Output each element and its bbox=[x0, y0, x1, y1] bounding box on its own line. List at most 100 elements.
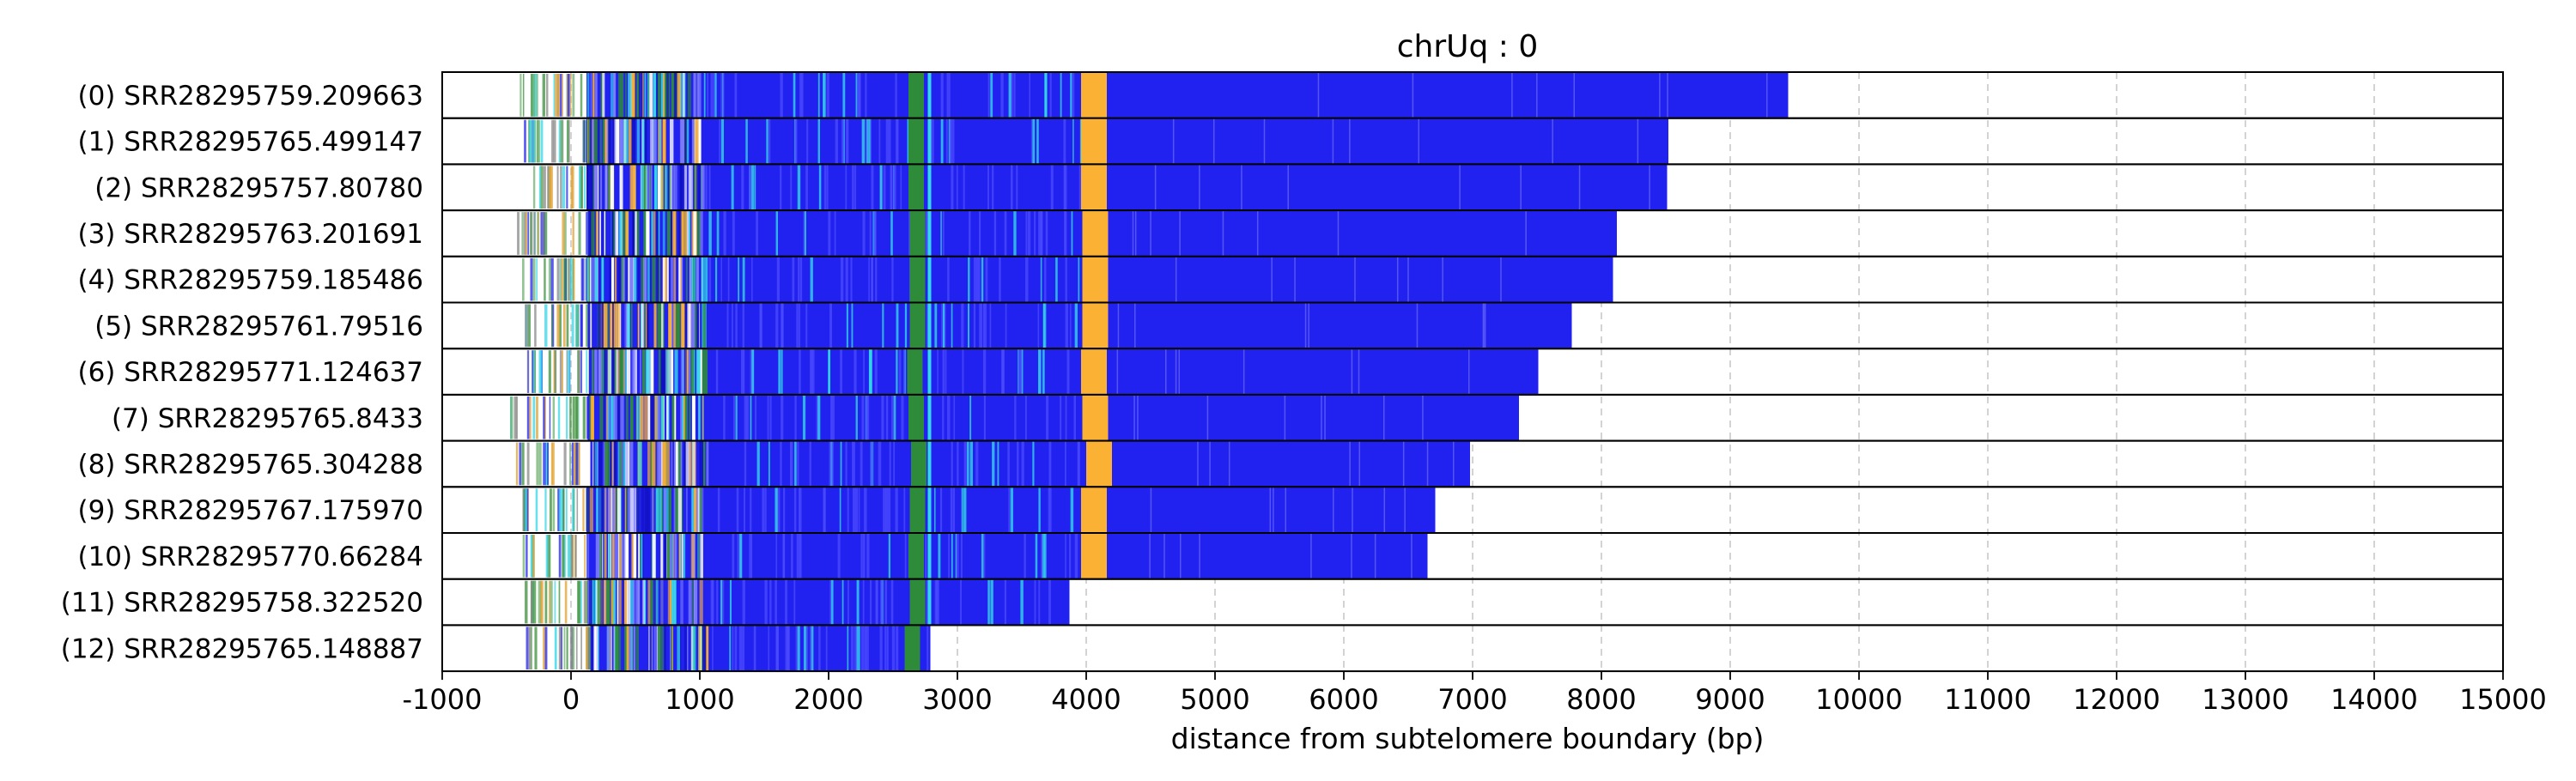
read-segment bbox=[856, 626, 859, 671]
read-segment bbox=[1520, 165, 1522, 210]
read-segment bbox=[818, 626, 821, 671]
read-segment bbox=[716, 211, 720, 256]
read-segment bbox=[611, 626, 612, 671]
read-segment bbox=[623, 349, 629, 394]
read-segment bbox=[1032, 118, 1036, 164]
read-segment bbox=[586, 118, 1668, 165]
read-segment bbox=[543, 442, 546, 486]
read-segment bbox=[701, 487, 704, 532]
read-segment bbox=[652, 257, 656, 302]
read-segment bbox=[799, 349, 801, 394]
read-segment bbox=[857, 73, 861, 118]
read-segment bbox=[544, 304, 548, 348]
read-segment bbox=[650, 118, 653, 164]
read-segment bbox=[1044, 257, 1047, 302]
read-segment bbox=[797, 626, 800, 671]
read-segment bbox=[778, 349, 781, 394]
read-segment bbox=[1044, 73, 1048, 118]
read-segment bbox=[866, 626, 869, 671]
read-segment bbox=[544, 627, 548, 670]
read-segment bbox=[687, 73, 691, 118]
read-segment bbox=[641, 165, 645, 210]
read-segment bbox=[683, 395, 685, 440]
read-segment bbox=[657, 487, 661, 532]
read-segment bbox=[529, 119, 532, 163]
read-segment bbox=[522, 257, 525, 301]
read-segment bbox=[633, 579, 635, 625]
read-segment bbox=[664, 257, 668, 302]
read-segment bbox=[608, 534, 611, 578]
read-segment bbox=[673, 303, 677, 348]
read-segment bbox=[738, 626, 743, 671]
read-segment bbox=[544, 488, 547, 531]
read-segment bbox=[636, 118, 641, 164]
read-label: (9) SRR28295767.175970 bbox=[77, 495, 423, 526]
read-segment bbox=[659, 441, 662, 487]
read-segment bbox=[737, 534, 740, 578]
read-segment bbox=[683, 211, 688, 256]
read-segment bbox=[592, 349, 594, 394]
read-segment bbox=[1036, 118, 1039, 164]
read-segment bbox=[532, 166, 536, 209]
read-segment bbox=[860, 441, 863, 487]
read-segment bbox=[614, 534, 617, 578]
read-segment bbox=[847, 487, 849, 532]
read-segment bbox=[852, 441, 854, 487]
read-segment bbox=[907, 118, 910, 164]
read-segment bbox=[679, 73, 683, 118]
read-segment bbox=[776, 257, 780, 302]
read-segment bbox=[1000, 73, 1004, 118]
read-segment bbox=[559, 350, 562, 393]
read-segment bbox=[744, 441, 747, 487]
read-segment bbox=[644, 165, 647, 210]
read-segment bbox=[647, 487, 650, 532]
x-tick-label: 5000 bbox=[1180, 683, 1249, 716]
read-segment bbox=[598, 441, 601, 487]
read-segment bbox=[805, 165, 808, 210]
read-segment bbox=[562, 74, 563, 117]
read-segment bbox=[549, 166, 551, 209]
read-segment bbox=[982, 349, 987, 394]
read-segment bbox=[605, 534, 607, 578]
read-segment bbox=[619, 579, 622, 625]
read-segment bbox=[1242, 349, 1245, 394]
read-segment bbox=[684, 349, 689, 394]
read-segment bbox=[575, 304, 579, 348]
read-segment bbox=[1358, 349, 1360, 394]
read-segment bbox=[936, 579, 939, 625]
read-segment bbox=[927, 72, 932, 118]
read-segment bbox=[614, 441, 617, 487]
read-segment bbox=[828, 349, 831, 394]
read-segment bbox=[636, 73, 639, 118]
read-segment bbox=[810, 626, 814, 671]
read-segment bbox=[828, 211, 831, 256]
read-segment bbox=[702, 626, 707, 671]
read-segment bbox=[1038, 211, 1041, 256]
read-segment bbox=[595, 534, 600, 578]
read-segment bbox=[708, 257, 712, 302]
read-segment bbox=[1273, 487, 1274, 532]
x-tick-label: 0 bbox=[562, 683, 580, 716]
read-segment bbox=[681, 257, 683, 302]
read-segment bbox=[580, 257, 583, 301]
read-segment bbox=[1078, 165, 1083, 210]
read-segment bbox=[580, 627, 582, 670]
read-segment bbox=[1525, 211, 1527, 256]
read-segment bbox=[560, 627, 563, 670]
read-segment bbox=[568, 119, 570, 163]
read-segment bbox=[1175, 257, 1177, 302]
read-segment bbox=[680, 257, 683, 302]
read-segment bbox=[740, 349, 744, 394]
read-segment bbox=[983, 534, 986, 578]
read-segment bbox=[751, 349, 755, 394]
read-segment bbox=[1649, 165, 1650, 210]
read-segment bbox=[652, 487, 655, 532]
read-segment bbox=[540, 350, 543, 393]
read-segment bbox=[619, 165, 623, 210]
read-segment bbox=[567, 350, 571, 393]
read-segment bbox=[671, 349, 674, 394]
read-segment bbox=[655, 487, 659, 532]
read-segment bbox=[987, 73, 990, 118]
read-segment bbox=[927, 164, 932, 211]
read-row bbox=[441, 71, 2504, 119]
